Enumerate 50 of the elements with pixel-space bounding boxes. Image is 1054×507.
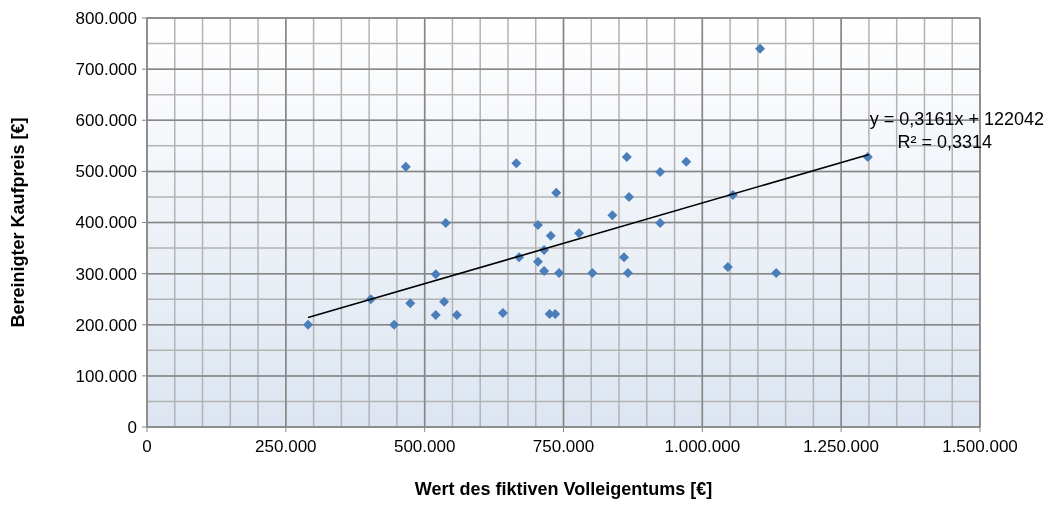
point <box>497 307 508 318</box>
x-tick-label: 250.000 <box>255 437 317 456</box>
point <box>619 252 630 263</box>
point <box>430 269 441 280</box>
y-tick-label: 800.000 <box>75 8 137 28</box>
y-tick-label: 300.000 <box>75 264 137 284</box>
point <box>722 261 733 272</box>
x-tick-label: 750.000 <box>532 437 595 456</box>
point <box>430 310 441 321</box>
y-tick-label: 200.000 <box>75 315 137 335</box>
y-tick-label: 700.000 <box>75 60 137 80</box>
point <box>622 268 633 279</box>
point <box>539 266 550 277</box>
point <box>545 230 556 241</box>
y-tick-label: 0 <box>127 417 137 437</box>
x-axis-title: Wert des fiktiven Volleigentums [€] <box>414 479 713 499</box>
point <box>440 218 451 229</box>
point <box>655 166 666 177</box>
point <box>621 152 632 163</box>
y-tick-label: 600.000 <box>75 111 137 131</box>
point <box>607 210 618 221</box>
x-tick-label: 1.250.000 <box>803 437 879 456</box>
x-tick-label: 500.000 <box>393 437 456 456</box>
y-tick-label: 400.000 <box>75 213 137 233</box>
point <box>405 298 416 309</box>
point <box>400 161 411 172</box>
point <box>755 43 766 54</box>
y-tick-label: 500.000 <box>75 162 137 182</box>
point <box>532 256 543 267</box>
point <box>551 187 562 198</box>
point <box>532 220 543 231</box>
point <box>574 228 585 239</box>
x-tick-label: 1.500.000 <box>942 437 1018 456</box>
x-tick-label: 0 <box>142 437 152 456</box>
point <box>389 319 400 330</box>
point <box>624 191 635 202</box>
y-tick-label: 100.000 <box>75 366 137 386</box>
point <box>303 319 314 330</box>
point <box>451 310 462 321</box>
point <box>771 268 782 279</box>
annotation: y = 0,3161x + 122042 <box>869 109 1044 130</box>
point <box>587 268 598 279</box>
point <box>554 268 565 279</box>
point <box>439 296 450 307</box>
point <box>655 218 666 229</box>
y-axis-title: Bereinigter Kaufpreis [€] <box>8 117 28 328</box>
annotation: R² = 0,3314 <box>897 132 992 153</box>
point <box>511 158 522 169</box>
point <box>681 156 692 167</box>
x-tick-label: 1.000.000 <box>664 437 741 456</box>
